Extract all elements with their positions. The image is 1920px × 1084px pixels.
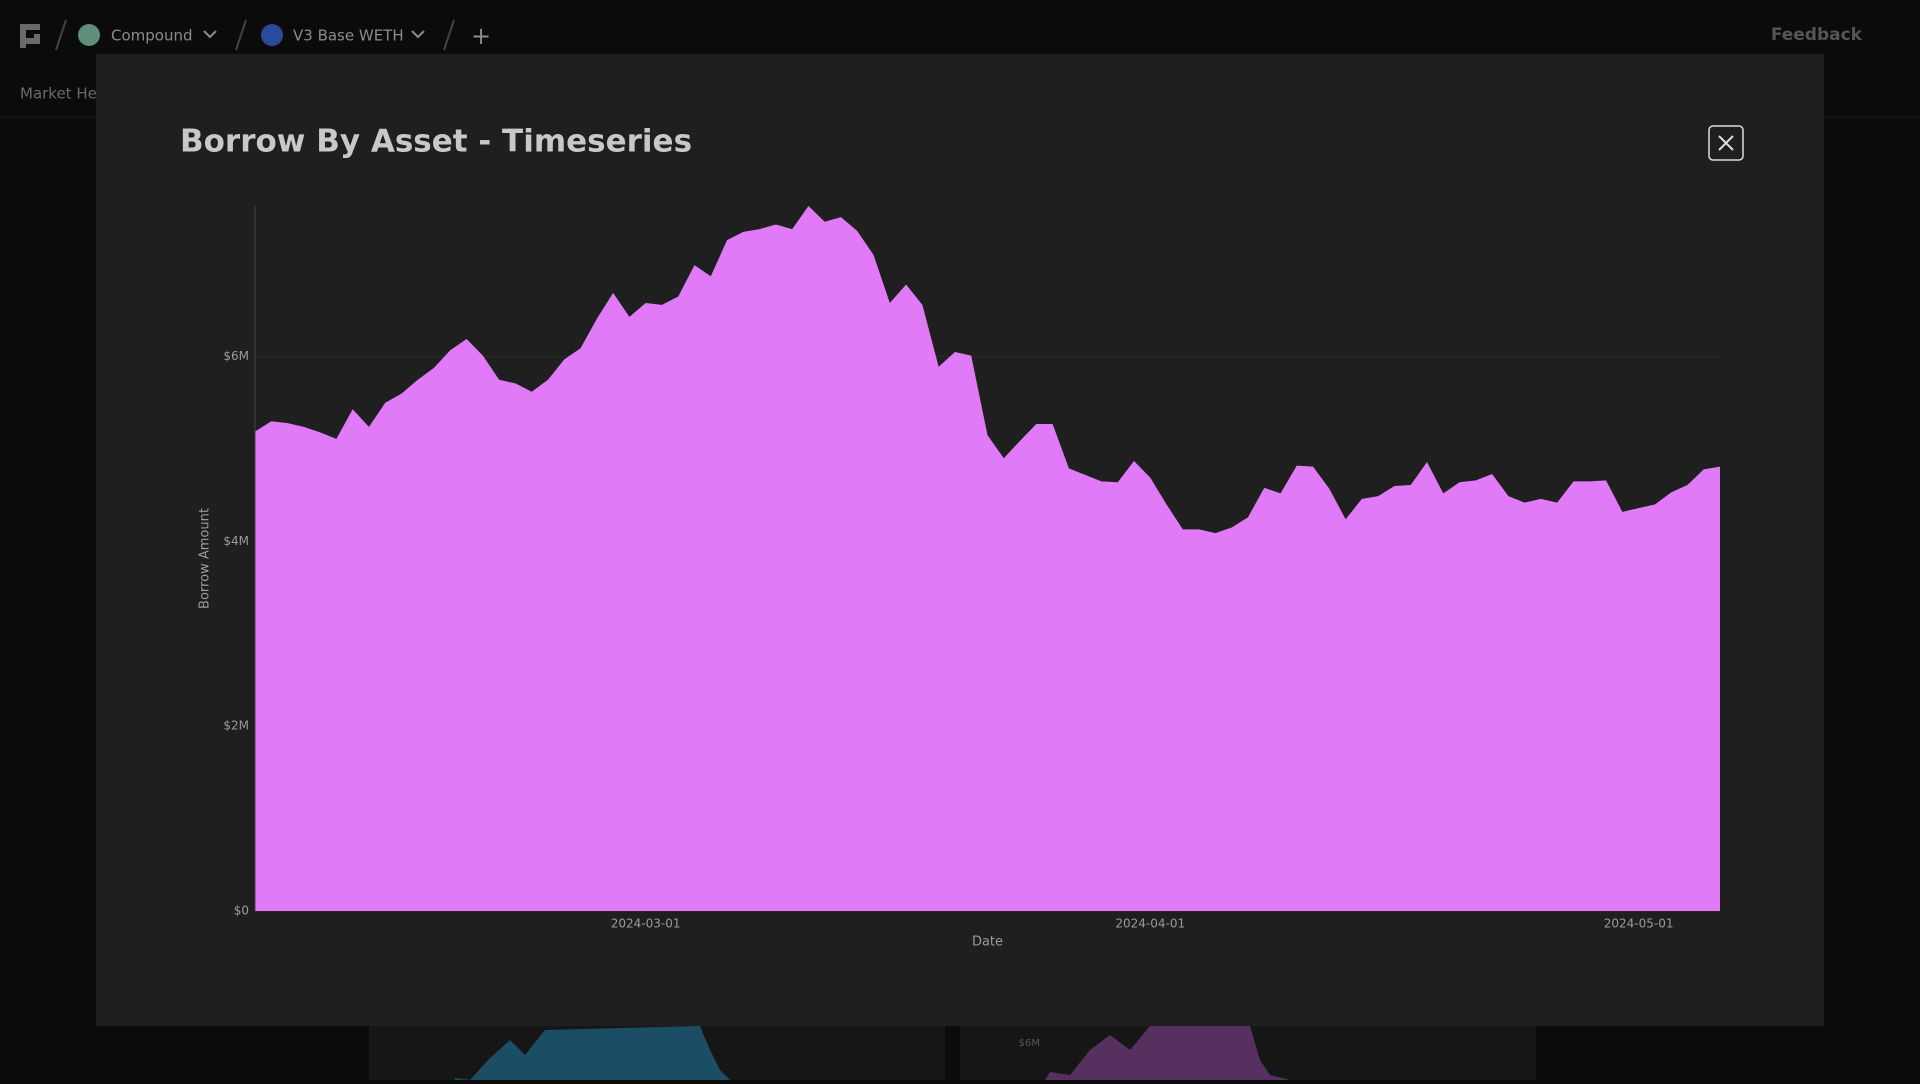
close-button[interactable]	[1708, 125, 1744, 161]
x-tick-label: 2024-05-01	[1604, 917, 1674, 931]
logo[interactable]	[20, 24, 40, 48]
market-icon	[261, 24, 283, 46]
close-button-frame[interactable]	[1708, 125, 1744, 161]
protocol-name[interactable]: Compound	[111, 27, 193, 45]
area	[255, 206, 1720, 911]
x-tick-label: 2024-04-01	[1115, 917, 1185, 931]
close-icon[interactable]	[1718, 135, 1734, 151]
x-axis-label: Date	[972, 935, 1003, 950]
separator	[55, 19, 67, 51]
chart-title: Borrow By Asset - Timeseries	[180, 124, 692, 160]
background-tick: $6M	[1019, 1038, 1040, 1049]
y-tick-label: $6M	[223, 349, 249, 363]
background-area	[1045, 1026, 1290, 1080]
dropdown-icon[interactable]	[203, 30, 217, 39]
y-axis-label: Borrow Amount	[198, 508, 213, 609]
x-tick-label: 2024-03-01	[611, 917, 681, 931]
separator	[443, 19, 455, 51]
protocol-icon	[78, 24, 100, 46]
y-tick-label: $0	[234, 904, 249, 918]
separator	[235, 19, 247, 51]
market-name[interactable]: V3 Base WETH	[293, 27, 404, 45]
y-tick-label: $2M	[223, 719, 249, 733]
feedback-link[interactable]: Feedback	[1771, 25, 1863, 45]
dropdown-icon[interactable]	[411, 30, 425, 39]
add-button[interactable]: +	[471, 22, 491, 50]
plot: $0 $2M $4M $6M 2024-03-01 2024-04-01 2024-05-0…	[198, 206, 1720, 950]
y-tick-label: $4M	[223, 534, 249, 548]
background-area	[455, 1026, 730, 1080]
